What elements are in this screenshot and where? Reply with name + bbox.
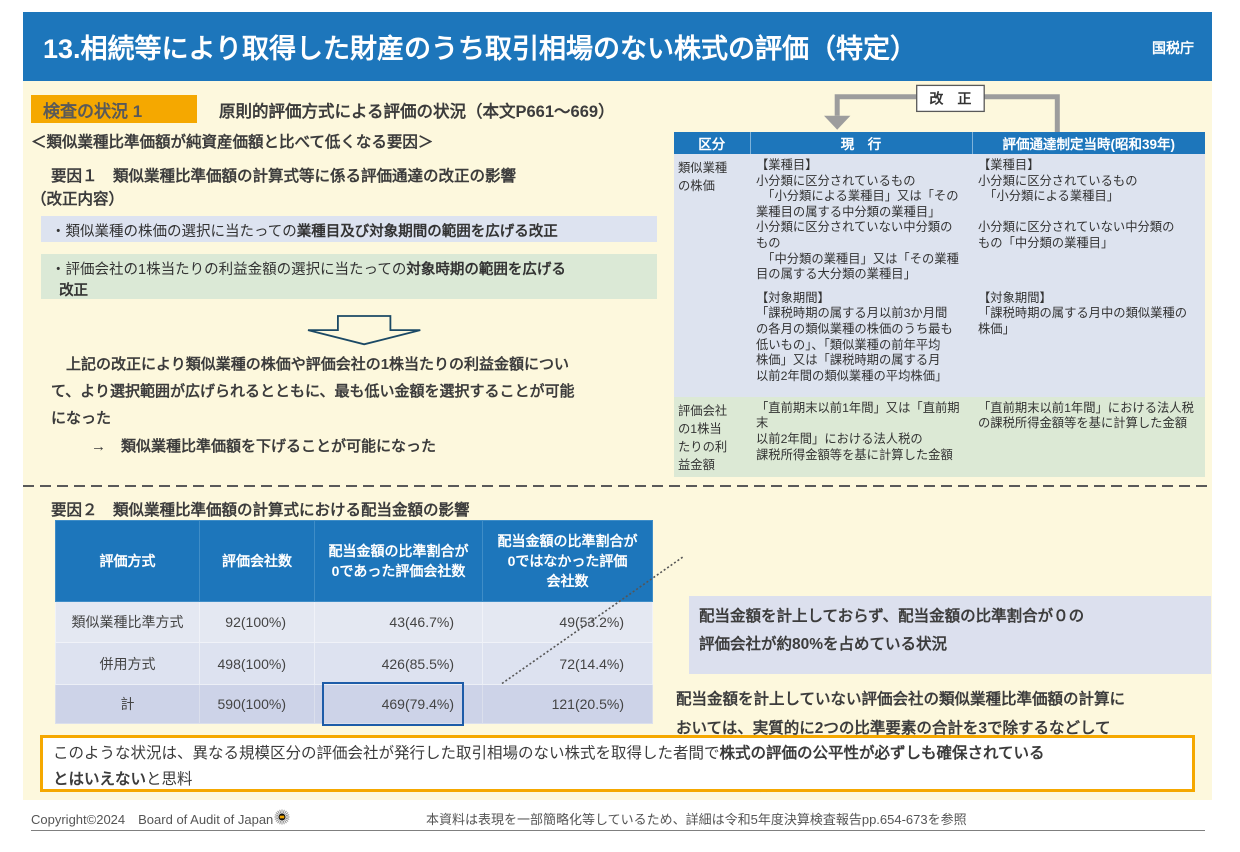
svg-text:改 正: 改 正	[929, 91, 971, 107]
